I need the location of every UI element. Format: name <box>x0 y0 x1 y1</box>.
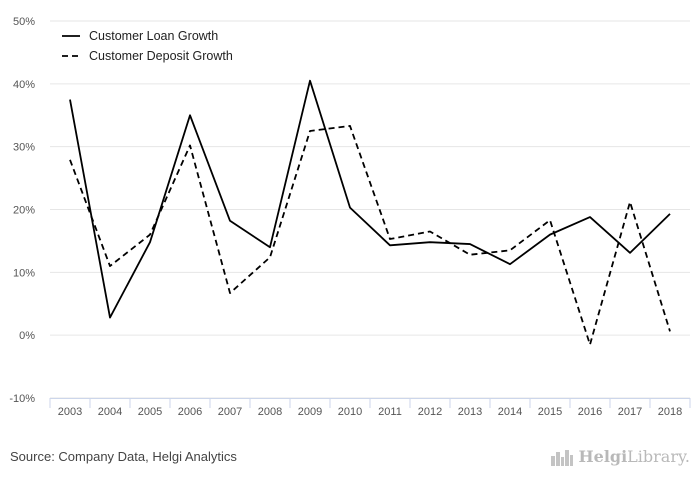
x-tick-label: 2008 <box>258 406 282 418</box>
y-tick-label: 40% <box>13 79 35 91</box>
x-tick-label: 2012 <box>418 406 442 418</box>
series-line-customer-deposit-growth <box>69 125 671 346</box>
y-tick-label: -10% <box>9 393 35 405</box>
x-tick-label: 2015 <box>538 406 562 418</box>
y-tick-label: 20% <box>13 205 35 217</box>
y-tick-label: 0% <box>19 330 35 342</box>
city-skyline-icon <box>550 449 573 466</box>
x-tick-label: 2003 <box>58 406 82 418</box>
brand-name: HelgiLibrary. <box>578 447 690 466</box>
legend: Customer Loan Growth Customer Deposit Gro… <box>62 29 233 63</box>
series-lines <box>69 79 671 346</box>
x-tick-label: 2007 <box>218 406 242 418</box>
x-tick-label: 2009 <box>298 406 322 418</box>
y-axis-ticks: 50% 40% 30% 20% 10% 0% -10% <box>9 16 35 405</box>
x-axis: 2003 2004 2005 2006 2007 2008 2009 2010 2011 2012… <box>49 398 691 418</box>
x-tick-label: 2017 <box>618 406 642 418</box>
source-note: Source: Company Data, Helgi Analytics <box>10 449 237 464</box>
grid-lines <box>50 20 690 399</box>
x-tick-label: 2004 <box>98 406 122 418</box>
x-tick-label: 2011 <box>378 406 402 418</box>
x-tick-label: 2018 <box>658 406 682 418</box>
chart: 50%40%30%20%10%0%-10% 2003 2004 2005 2006 20… <box>9 16 691 418</box>
x-tick-label: 2014 <box>498 406 522 418</box>
y-tick-label: 10% <box>13 267 35 279</box>
legend-label: Customer Loan Growth <box>89 29 218 43</box>
x-tick-label: 2013 <box>458 406 482 418</box>
brand-logo: HelgiLibrary. <box>550 447 690 466</box>
x-tick-label: 2005 <box>138 406 162 418</box>
x-tick-label: 2006 <box>178 406 202 418</box>
series-line-customer-loan-growth <box>69 79 671 319</box>
x-tick-label: 2016 <box>578 406 602 418</box>
x-tick-label: 2010 <box>338 406 362 418</box>
y-tick-label: 50% <box>13 16 35 28</box>
y-tick-label: 30% <box>13 142 35 154</box>
legend-label: Customer Deposit Growth <box>89 49 233 63</box>
